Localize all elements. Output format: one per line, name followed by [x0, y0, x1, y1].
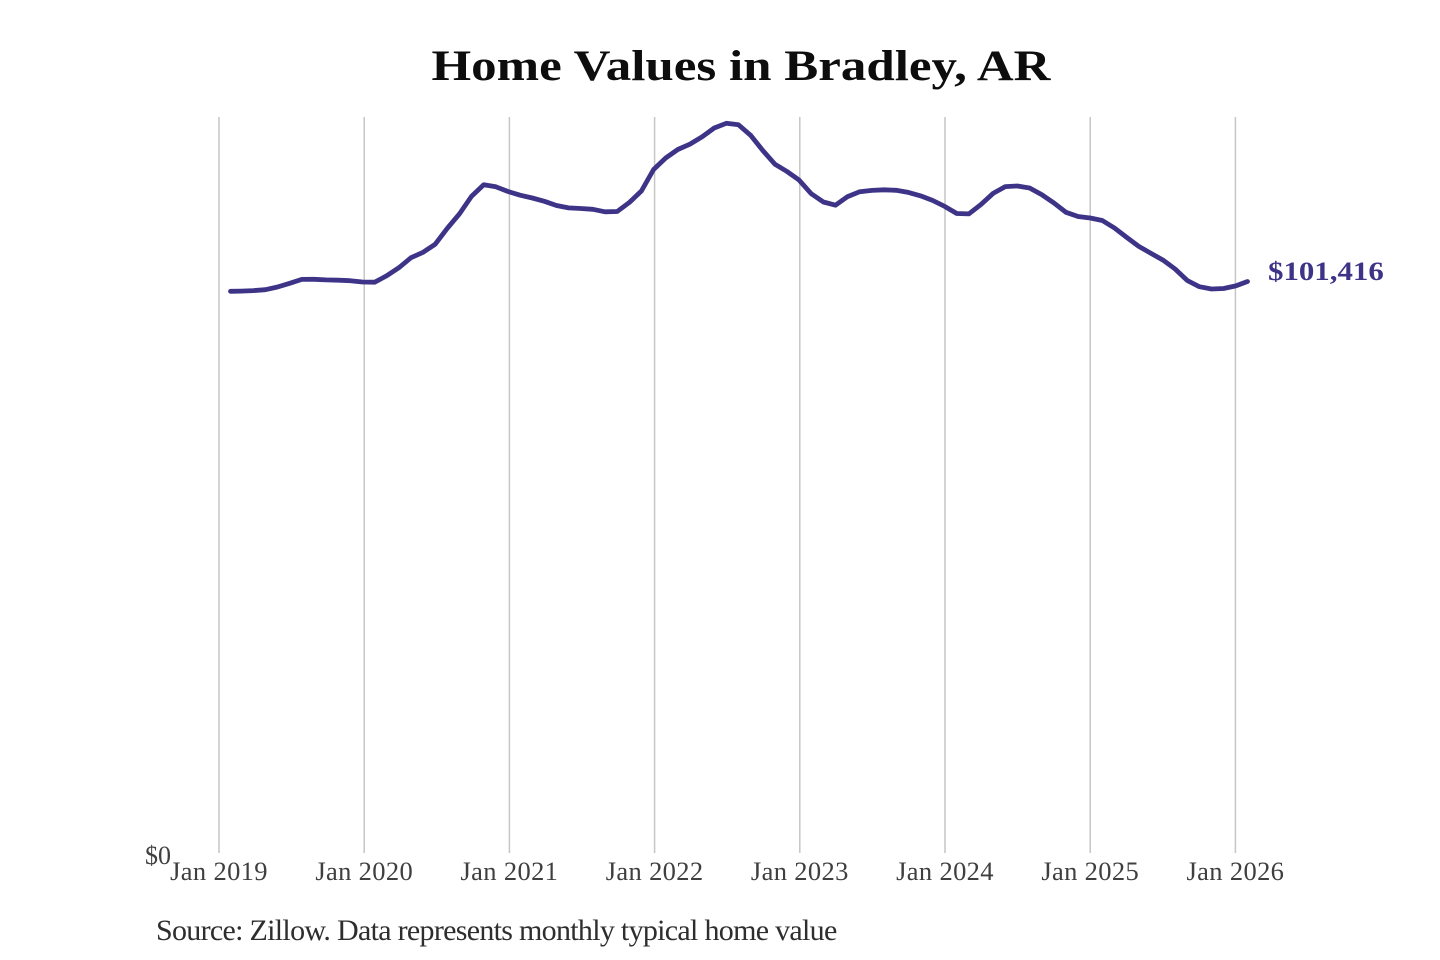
svg-text:$0: $0	[145, 841, 171, 870]
svg-text:Jan 2022: Jan 2022	[606, 856, 704, 886]
svg-text:Source: Zillow. Data represent: Source: Zillow. Data represents monthly …	[156, 914, 837, 947]
svg-text:Jan 2019: Jan 2019	[170, 856, 268, 886]
svg-text:Home Values in Bradley, AR: Home Values in Bradley, AR	[432, 43, 1052, 90]
svg-text:Jan 2023: Jan 2023	[751, 856, 849, 886]
svg-text:Jan 2021: Jan 2021	[461, 856, 559, 886]
svg-text:Jan 2025: Jan 2025	[1041, 856, 1139, 886]
svg-text:Jan 2024: Jan 2024	[896, 856, 994, 886]
svg-text:Jan 2020: Jan 2020	[315, 856, 413, 886]
svg-text:Jan 2026: Jan 2026	[1187, 856, 1285, 886]
svg-text:$101,416: $101,416	[1268, 258, 1384, 286]
